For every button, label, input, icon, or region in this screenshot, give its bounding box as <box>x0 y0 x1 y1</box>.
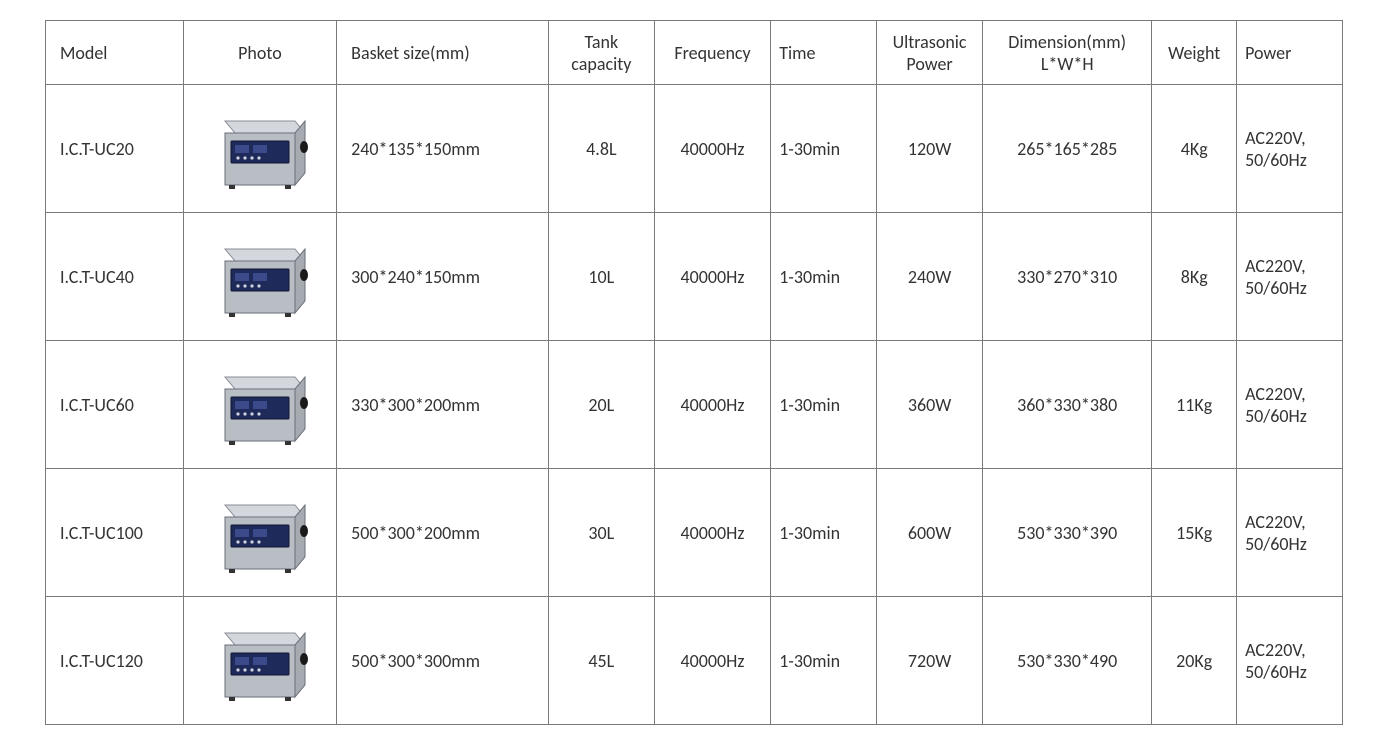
cell-basket: 500*300*300mm <box>337 597 549 725</box>
table-row: I.C.T-UC20 240*135*150mm 4.8L 40000Hz 1-… <box>46 85 1343 213</box>
header-dimension: Dimension(mm) L*W*H <box>982 21 1151 85</box>
product-photo-icon <box>205 483 315 583</box>
cell-power: AC220V, 50/60Hz <box>1237 341 1343 469</box>
cell-dimension: 530*330*390 <box>982 469 1151 597</box>
cell-weight: 20Kg <box>1152 597 1237 725</box>
cell-photo <box>183 469 337 597</box>
product-photo-icon <box>205 355 315 455</box>
table-header: Model Photo Basket size(mm) Tank capacit… <box>46 21 1343 85</box>
table-row: I.C.T-UC120 500*300*300mm 45L 40000Hz 1-… <box>46 597 1343 725</box>
header-time: Time <box>771 21 877 85</box>
cell-ultrasonic-power: 240W <box>877 213 983 341</box>
header-frequency: Frequency <box>654 21 770 85</box>
cell-frequency: 40000Hz <box>654 341 770 469</box>
cell-power: AC220V, 50/60Hz <box>1237 597 1343 725</box>
cell-power: AC220V, 50/60Hz <box>1237 469 1343 597</box>
cell-ultrasonic-power: 720W <box>877 597 983 725</box>
cell-power: AC220V, 50/60Hz <box>1237 213 1343 341</box>
cell-time: 1-30min <box>771 469 877 597</box>
cell-dimension: 265*165*285 <box>982 85 1151 213</box>
cell-basket: 330*300*200mm <box>337 341 549 469</box>
cell-basket: 300*240*150mm <box>337 213 549 341</box>
cell-model: I.C.T-UC60 <box>46 341 184 469</box>
cell-dimension: 330*270*310 <box>982 213 1151 341</box>
cell-tank: 45L <box>548 597 654 725</box>
header-tank: Tank capacity <box>548 21 654 85</box>
spec-table: Model Photo Basket size(mm) Tank capacit… <box>45 20 1343 725</box>
cell-time: 1-30min <box>771 85 877 213</box>
cell-model: I.C.T-UC40 <box>46 213 184 341</box>
cell-model: I.C.T-UC100 <box>46 469 184 597</box>
cell-dimension: 530*330*490 <box>982 597 1151 725</box>
cell-dimension: 360*330*380 <box>982 341 1151 469</box>
cell-model: I.C.T-UC20 <box>46 85 184 213</box>
cell-frequency: 40000Hz <box>654 213 770 341</box>
product-photo-icon <box>205 611 315 711</box>
table-row: I.C.T-UC60 330*300*200mm 20L 40000Hz 1-3… <box>46 341 1343 469</box>
cell-basket: 500*300*200mm <box>337 469 549 597</box>
cell-tank: 20L <box>548 341 654 469</box>
header-weight: Weight <box>1152 21 1237 85</box>
table-body: I.C.T-UC20 240*135*150mm 4.8L 40000Hz 1-… <box>46 85 1343 725</box>
cell-photo <box>183 341 337 469</box>
cell-time: 1-30min <box>771 213 877 341</box>
cell-time: 1-30min <box>771 341 877 469</box>
product-photo-icon <box>205 99 315 199</box>
cell-weight: 4Kg <box>1152 85 1237 213</box>
header-photo: Photo <box>183 21 337 85</box>
cell-ultrasonic-power: 120W <box>877 85 983 213</box>
cell-photo <box>183 597 337 725</box>
product-photo-icon <box>205 227 315 327</box>
cell-ultrasonic-power: 600W <box>877 469 983 597</box>
table-row: I.C.T-UC40 300*240*150mm 10L 40000Hz 1-3… <box>46 213 1343 341</box>
cell-weight: 8Kg <box>1152 213 1237 341</box>
cell-frequency: 40000Hz <box>654 597 770 725</box>
header-model: Model <box>46 21 184 85</box>
cell-ultrasonic-power: 360W <box>877 341 983 469</box>
header-ultrasonic-power: Ultrasonic Power <box>877 21 983 85</box>
cell-photo <box>183 213 337 341</box>
table-row: I.C.T-UC100 500*300*200mm 30L 40000Hz 1-… <box>46 469 1343 597</box>
cell-tank: 4.8L <box>548 85 654 213</box>
cell-power: AC220V, 50/60Hz <box>1237 85 1343 213</box>
cell-tank: 10L <box>548 213 654 341</box>
cell-tank: 30L <box>548 469 654 597</box>
cell-basket: 240*135*150mm <box>337 85 549 213</box>
header-power: Power <box>1237 21 1343 85</box>
cell-weight: 15Kg <box>1152 469 1237 597</box>
cell-weight: 11Kg <box>1152 341 1237 469</box>
header-row: Model Photo Basket size(mm) Tank capacit… <box>46 21 1343 85</box>
cell-frequency: 40000Hz <box>654 85 770 213</box>
cell-photo <box>183 85 337 213</box>
cell-time: 1-30min <box>771 597 877 725</box>
cell-model: I.C.T-UC120 <box>46 597 184 725</box>
cell-frequency: 40000Hz <box>654 469 770 597</box>
header-basket: Basket size(mm) <box>337 21 549 85</box>
